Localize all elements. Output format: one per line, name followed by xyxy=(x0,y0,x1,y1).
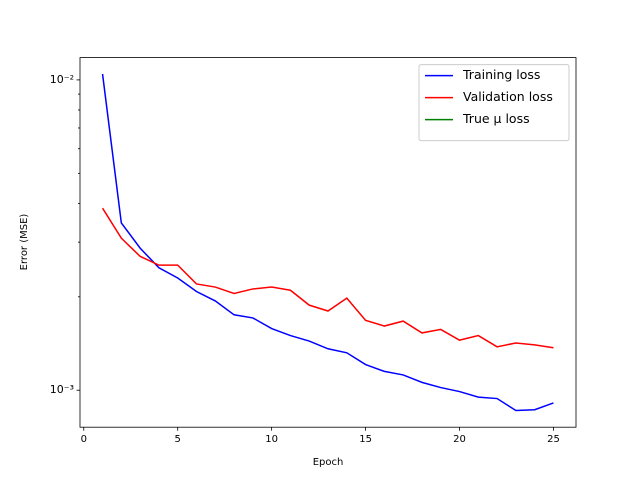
x-tick-label: 20 xyxy=(453,434,466,445)
data-line xyxy=(101,207,554,349)
y-tick-label: 10⁻² xyxy=(50,73,74,86)
x-axis-label: Epoch xyxy=(313,457,344,468)
legend-label: Training loss xyxy=(462,67,540,82)
legend-label: Validation loss xyxy=(463,89,553,104)
legend-label: True μ loss xyxy=(462,111,530,126)
x-tick-label: 10 xyxy=(265,434,278,445)
x-tick-label: 0 xyxy=(81,434,87,445)
y-axis-label: Error (MSE) xyxy=(19,214,30,271)
y-tick-label: 10⁻³ xyxy=(50,383,74,396)
x-tick-label: 15 xyxy=(359,434,372,445)
data-line xyxy=(101,73,554,412)
legend-box xyxy=(418,64,570,142)
x-tick-label: 5 xyxy=(175,434,181,445)
x-tick-label: 25 xyxy=(547,434,560,445)
